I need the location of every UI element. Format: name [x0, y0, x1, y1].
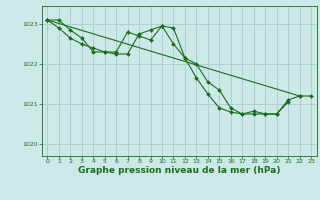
X-axis label: Graphe pression niveau de la mer (hPa): Graphe pression niveau de la mer (hPa) [78, 166, 280, 175]
